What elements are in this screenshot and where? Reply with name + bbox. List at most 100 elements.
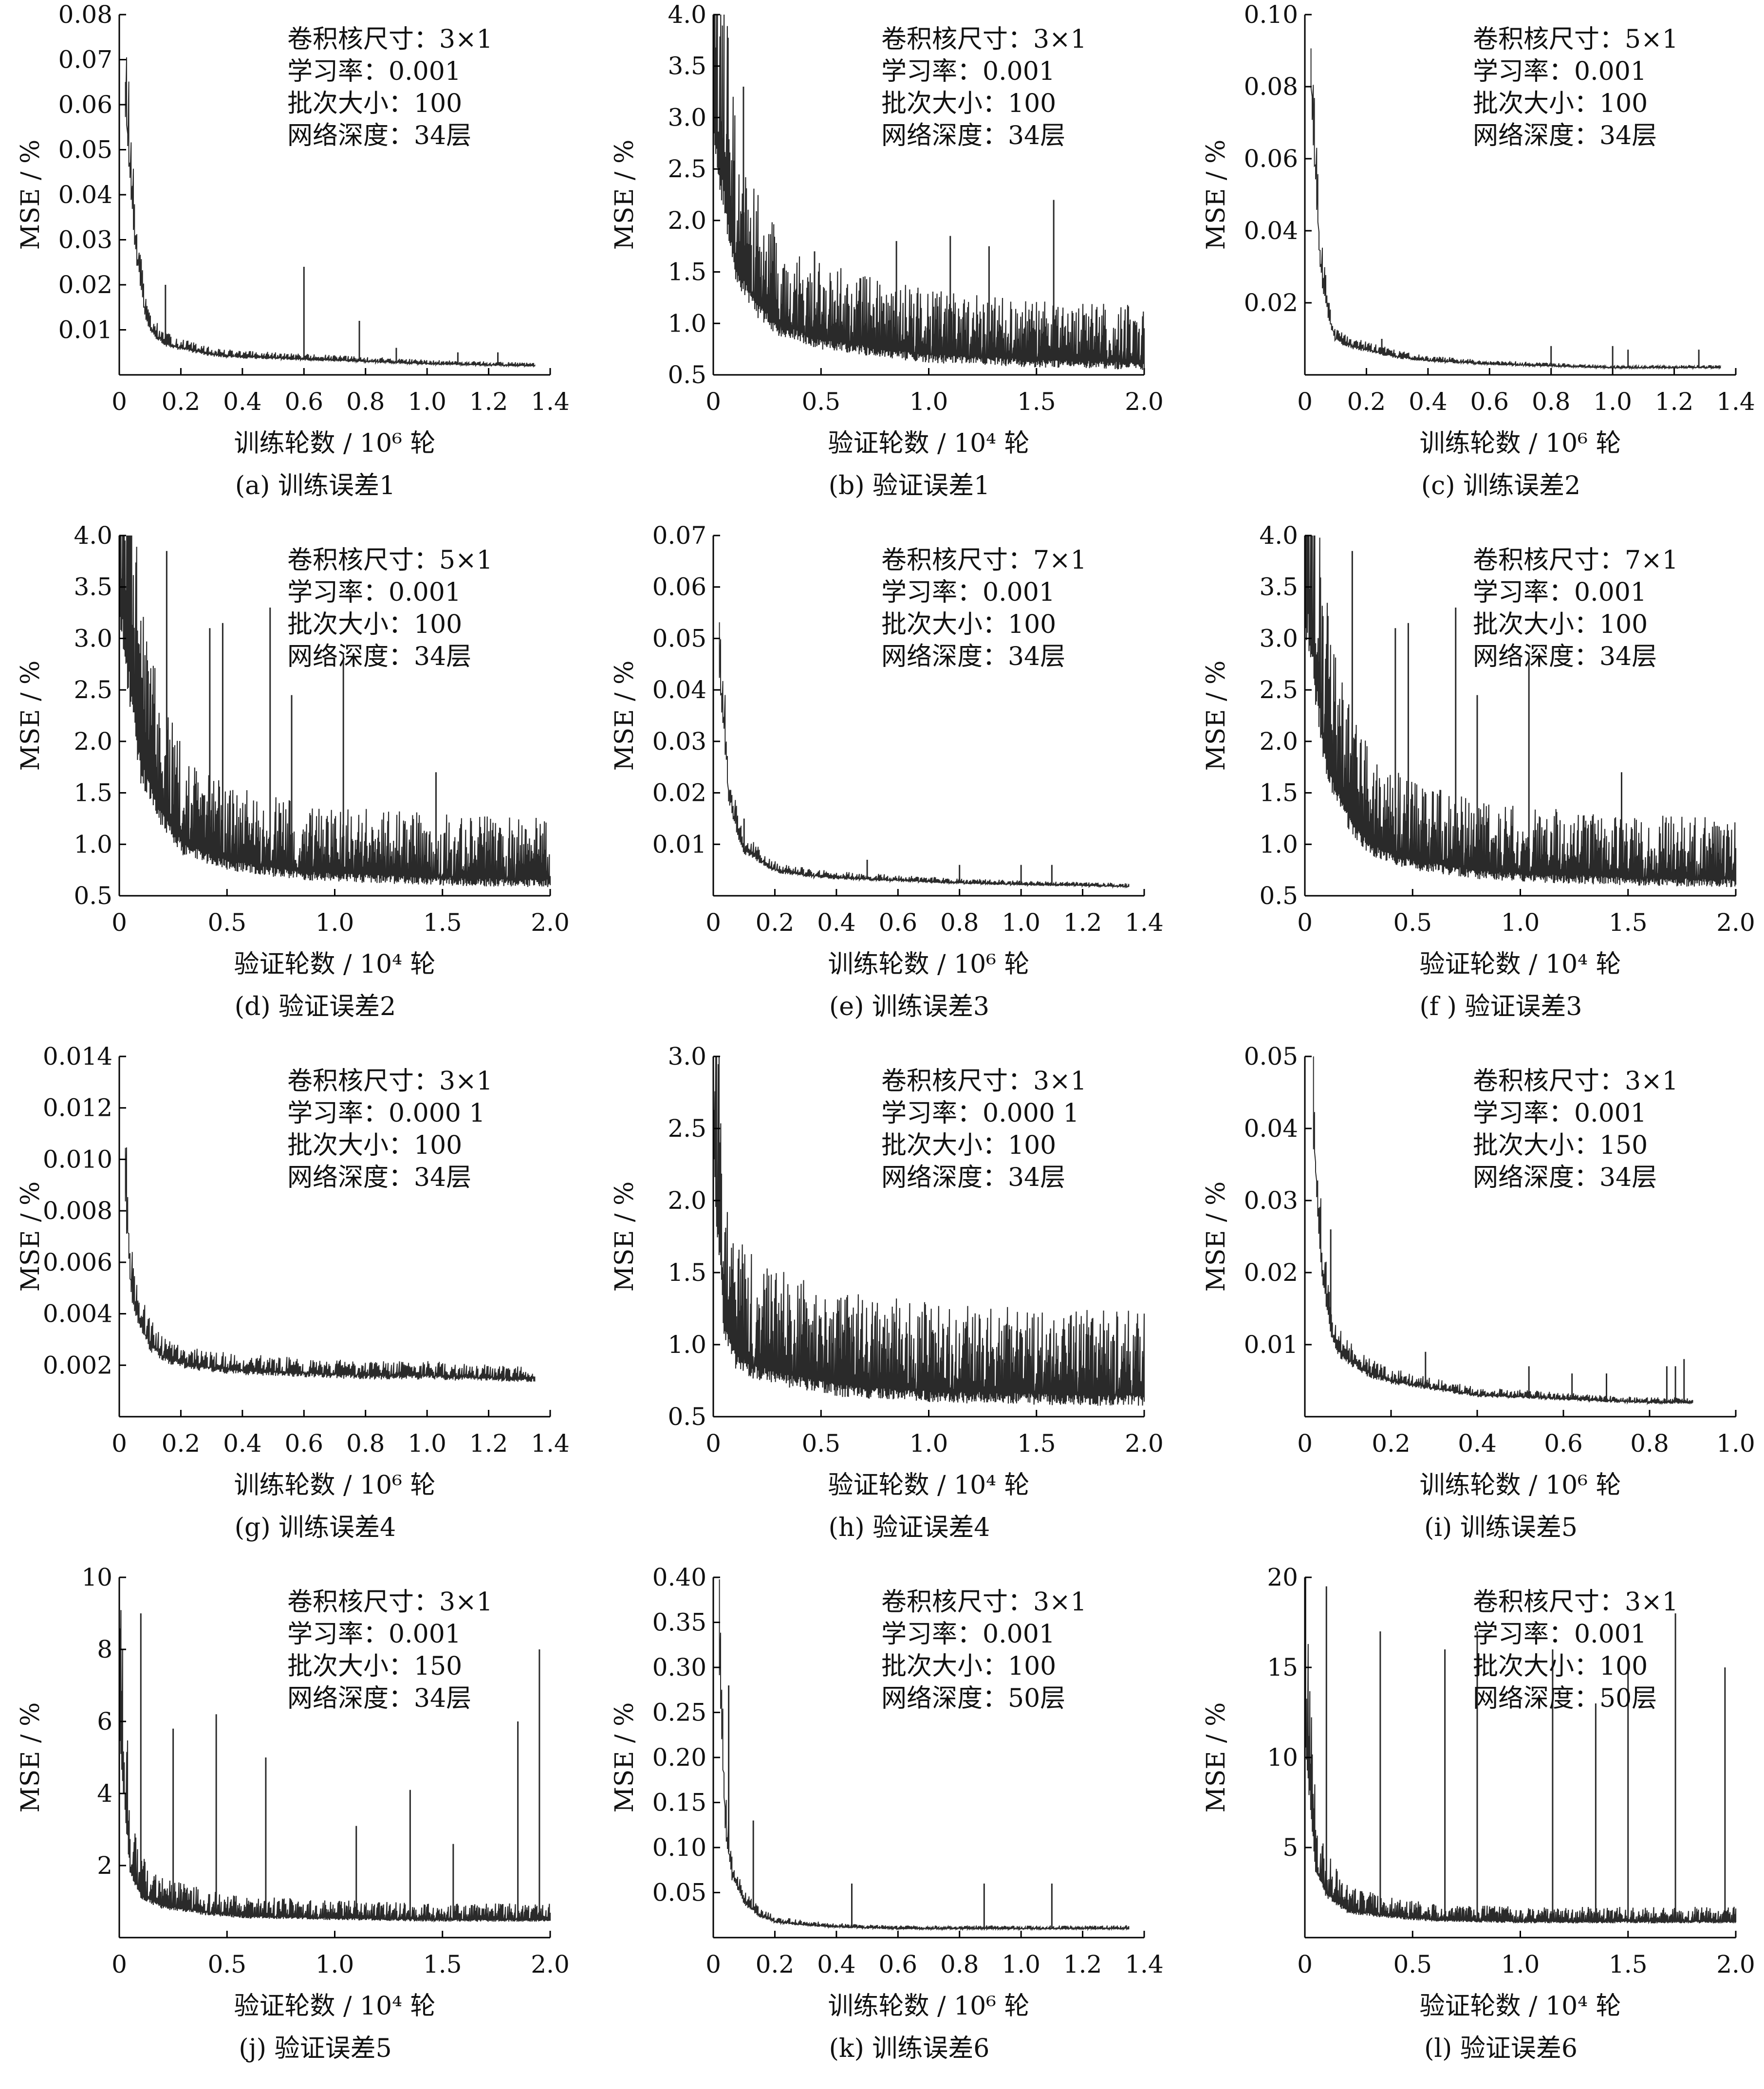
hyperparam-annotation: 网络深度：34层: [287, 642, 471, 671]
y-tick-label: 0.012: [43, 1094, 112, 1122]
x-tick-label: 1.5: [1017, 1429, 1056, 1458]
x-tick-label: 2.0: [1125, 1429, 1164, 1458]
x-tick-label: 1.4: [531, 388, 570, 416]
hyperparam-annotation: 学习率：0.001: [1473, 1620, 1647, 1649]
x-tick-label: 0.6: [285, 388, 324, 416]
x-tick-label: 2.0: [1716, 908, 1755, 937]
y-tick-label: 0.07: [652, 521, 706, 550]
hyperparam-annotation: 批次大小：100: [287, 1131, 462, 1160]
hyperparam-annotation: 学习率：0.001: [881, 1620, 1055, 1649]
hyperparam-annotation: 网络深度：50层: [881, 1684, 1065, 1713]
x-tick-label: 0.2: [162, 388, 201, 416]
x-tick-label: 1.2: [1063, 1950, 1102, 1978]
hyperparam-annotation: 卷积核尺寸：3×1: [881, 1588, 1087, 1617]
x-tick-label: 0.4: [817, 908, 856, 937]
y-tick-label: 0.05: [652, 1879, 706, 1907]
y-axis-label: MSE / %: [1202, 1702, 1231, 1813]
subfigure-caption: (h) 验证误差4: [829, 1513, 990, 1542]
y-tick-label: 0.008: [43, 1197, 112, 1225]
hyperparam-annotation: 网络深度：34层: [1473, 121, 1657, 150]
x-tick-label: 1.5: [1017, 388, 1056, 416]
x-tick-label: 1.5: [423, 908, 462, 937]
y-tick-label: 0.05: [652, 624, 706, 652]
y-axis-label: MSE / %: [16, 1182, 45, 1292]
panel-a: 0 0.2 0.4 0.6 0.8 1.0 1.2 1.4 0.01 0.02 0.03 0.04 0.…: [16, 0, 570, 500]
y-tick-label: 0.06: [1244, 145, 1298, 173]
panel-k: 0 0.2 0.4 0.6 0.8 1.0 1.2 1.4 0.05 0.10 0.15 0.20 0.…: [610, 1563, 1164, 2063]
y-tick-label: 2.0: [668, 1186, 706, 1215]
subfigure-caption: (j) 验证误差5: [239, 2034, 391, 2063]
hyperparam-annotation: 卷积核尺寸：7×1: [881, 546, 1087, 575]
x-tick-label: 0.8: [1532, 388, 1571, 416]
hyperparam-annotation: 网络深度：34层: [881, 1163, 1065, 1192]
hyperparam-annotation: 网络深度：50层: [1473, 1684, 1657, 1713]
hyperparam-annotation: 卷积核尺寸：3×1: [287, 1588, 493, 1617]
subfigure-caption: (g) 训练误差4: [235, 1513, 396, 1542]
hyperparam-annotation: 学习率：0.001: [287, 57, 461, 86]
y-tick-label: 3.0: [668, 103, 706, 131]
x-tick-label: 2.0: [531, 1950, 570, 1978]
x-tick-label: 0.2: [756, 1950, 795, 1978]
hyperparam-annotation: 批次大小：100: [1473, 89, 1648, 118]
y-tick-label: 0.5: [74, 882, 112, 910]
x-tick-label: 0.5: [1393, 1950, 1432, 1978]
y-tick-label: 3.5: [1259, 573, 1298, 601]
y-tick-label: 4.0: [1259, 521, 1298, 550]
x-tick-label: 1.2: [1655, 388, 1694, 416]
x-tick-label: 0.8: [346, 388, 385, 416]
y-tick-label: 2.0: [668, 206, 706, 235]
x-tick-label: 0.4: [223, 388, 262, 416]
hyperparam-annotation: 批次大小：100: [881, 89, 1056, 118]
hyperparam-annotation: 网络深度：34层: [1473, 642, 1657, 671]
x-tick-label: 1.0: [316, 908, 354, 937]
y-tick-label: 2.5: [1259, 676, 1298, 704]
y-tick-label: 8: [97, 1635, 112, 1664]
hyperparam-annotation: 学习率：0.001: [1473, 1099, 1647, 1128]
y-tick-label: 0.006: [43, 1248, 112, 1276]
y-tick-label: 0.08: [58, 0, 112, 29]
series-trace: [719, 622, 1130, 889]
y-tick-label: 0.5: [1259, 882, 1298, 910]
hyperparam-annotation: 卷积核尺寸：7×1: [1473, 546, 1678, 575]
x-tick-label: 2.0: [1716, 1950, 1755, 1978]
y-tick-label: 0.04: [1244, 1114, 1298, 1143]
y-tick-label: 0.01: [58, 316, 112, 344]
panel-i: 0 0.2 0.4 0.6 0.8 1.0 0.01 0.02 0.03 0.04 0.05 训练轮数…: [1202, 1042, 1755, 1542]
y-tick-label: 2.5: [668, 1114, 706, 1143]
y-tick-label: 0.02: [58, 271, 112, 299]
y-tick-label: 0.35: [652, 1608, 706, 1637]
y-axis-label: MSE / %: [610, 1182, 639, 1292]
subfigure-caption: (e) 训练误差3: [829, 992, 989, 1021]
x-tick-label: 0.5: [801, 1429, 840, 1458]
panel-f: 0 0.5 1.0 1.5 2.00.51.01.52.02.53.03.54.0验证轮…: [1202, 521, 1755, 1021]
x-tick-label: 0.4: [1458, 1429, 1497, 1458]
hyperparam-annotation: 卷积核尺寸：5×1: [1473, 25, 1678, 54]
x-tick-label: 1.4: [1125, 1950, 1164, 1978]
x-axis-label: 训练轮数 / 10⁶ 轮: [1419, 1471, 1621, 1500]
y-tick-label: 0.03: [1244, 1186, 1298, 1215]
x-tick-label: 0.8: [346, 1429, 385, 1458]
x-axis-label: 训练轮数 / 10⁶ 轮: [234, 429, 435, 458]
y-tick-label: 1.0: [668, 309, 706, 337]
y-tick-label: 0.05: [58, 136, 112, 164]
y-tick-label: 2.5: [668, 155, 706, 183]
y-tick-label: 1.5: [668, 258, 706, 286]
subfigure-caption: (a) 训练误差1: [235, 471, 395, 500]
x-tick-label: 0.2: [1372, 1429, 1411, 1458]
y-tick-label: 2: [97, 1851, 112, 1880]
y-tick-label: 2.5: [74, 676, 112, 704]
x-tick-label: 0.6: [879, 1950, 918, 1978]
x-tick-label: 0.5: [801, 388, 840, 416]
y-tick-label: 20: [1267, 1563, 1298, 1591]
panel-c: 0 0.2 0.4 0.6 0.8 1.0 1.2 1.4 0.02 0.04 0.06 0.08 0.…: [1202, 0, 1755, 500]
y-tick-label: 3.0: [1259, 624, 1298, 652]
hyperparam-annotation: 卷积核尺寸：3×1: [1473, 1588, 1678, 1617]
panel-b: 0 0.5 1.0 1.5 2.00.51.01.52.02.53.03.54.0验证轮…: [610, 0, 1164, 500]
x-tick-label: 0: [111, 1950, 127, 1978]
y-axis-label: MSE / %: [1202, 661, 1231, 771]
x-tick-label: 1.5: [1609, 1950, 1648, 1978]
hyperparam-annotation: 批次大小：100: [881, 1652, 1056, 1681]
x-tick-label: 0.5: [207, 908, 246, 937]
y-tick-label: 0.15: [652, 1789, 706, 1817]
